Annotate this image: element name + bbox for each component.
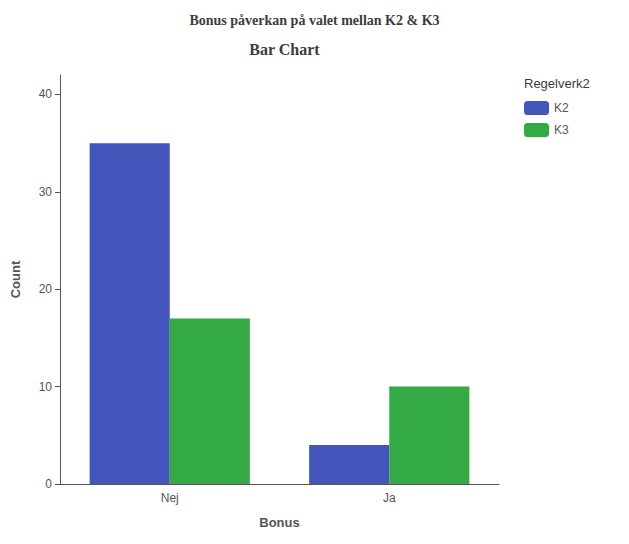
svg-text:0: 0 (45, 477, 52, 491)
svg-text:Bar Chart: Bar Chart (249, 41, 320, 58)
svg-text:Bonus: Bonus (259, 515, 299, 530)
svg-text:Ja: Ja (383, 491, 396, 505)
svg-text:40: 40 (39, 87, 53, 101)
svg-text:Nej: Nej (161, 491, 179, 505)
svg-text:Bonus påverkan på valet mellan: Bonus påverkan på valet mellan K2 & K3 (189, 13, 439, 28)
svg-text:30: 30 (39, 185, 53, 199)
svg-text:Regelverk2: Regelverk2 (524, 76, 590, 91)
svg-text:10: 10 (39, 380, 53, 394)
svg-text:K2: K2 (554, 101, 569, 115)
svg-text:K3: K3 (554, 123, 569, 137)
svg-text:20: 20 (39, 282, 53, 296)
svg-text:Count: Count (8, 260, 23, 298)
